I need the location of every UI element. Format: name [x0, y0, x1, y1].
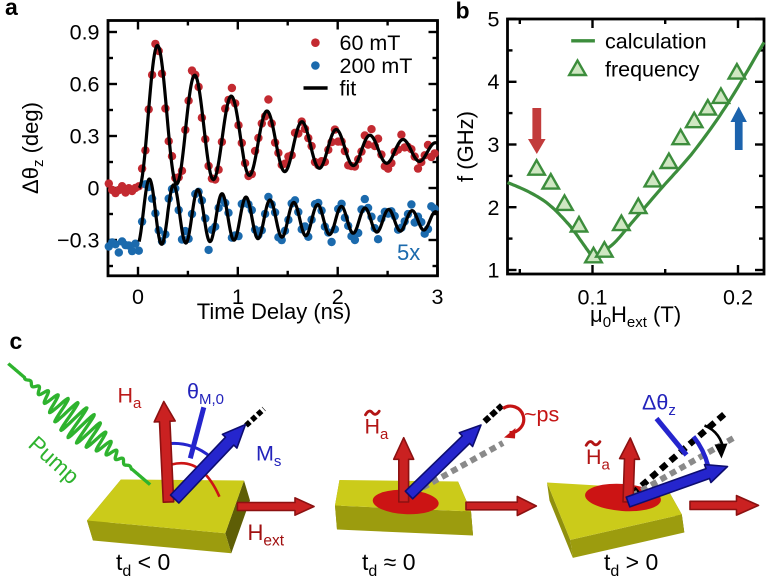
svg-text:0.6: 0.6	[70, 73, 100, 97]
svg-text:2: 2	[488, 196, 500, 220]
svg-text:Ms: Ms	[256, 442, 281, 471]
svg-text:calculation: calculation	[605, 29, 707, 53]
svg-text:td < 0: td < 0	[116, 549, 170, 577]
svg-text:5x: 5x	[397, 240, 420, 265]
svg-text:2: 2	[332, 285, 344, 309]
svg-text:0.3: 0.3	[70, 125, 100, 149]
svg-text:1: 1	[488, 259, 500, 283]
svg-text:0: 0	[88, 177, 100, 201]
svg-text:f (GHz): f (GHz)	[453, 111, 478, 182]
svg-text:4: 4	[488, 70, 500, 94]
svg-text:3: 3	[488, 133, 500, 157]
svg-text:0.9: 0.9	[70, 21, 100, 45]
svg-text:5: 5	[488, 8, 500, 32]
svg-text:0.1: 0.1	[578, 286, 608, 310]
svg-text:td > 0: td > 0	[604, 549, 658, 577]
svg-text:a: a	[5, 0, 18, 20]
svg-text:−0.3: −0.3	[57, 229, 99, 253]
svg-text:Ha: Ha	[118, 384, 143, 413]
svg-text:60 mT: 60 mT	[340, 31, 401, 55]
svg-text:Ha: Ha	[586, 445, 611, 474]
svg-text:b: b	[456, 0, 470, 24]
svg-text:~ps: ~ps	[524, 403, 559, 427]
svg-text:θM,0: θM,0	[187, 380, 224, 409]
svg-text:0: 0	[132, 285, 144, 309]
svg-text:Δθz (deg): Δθz (deg)	[18, 102, 47, 194]
svg-text:Ha: Ha	[365, 415, 390, 444]
svg-text:3: 3	[432, 285, 444, 309]
svg-text:td ≈ 0: td ≈ 0	[362, 549, 416, 577]
svg-text:frequency: frequency	[605, 58, 700, 82]
svg-text:Δθz: Δθz	[642, 391, 676, 420]
svg-text:0.2: 0.2	[723, 286, 753, 310]
svg-text:fit: fit	[340, 77, 357, 101]
svg-text:c: c	[10, 328, 23, 354]
svg-text:200 mT: 200 mT	[340, 54, 413, 78]
svg-text:Hext: Hext	[248, 520, 285, 550]
svg-text:1: 1	[232, 285, 244, 309]
svg-text:Pump: Pump	[24, 431, 84, 489]
svg-text:Time Delay (ns): Time Delay (ns)	[197, 299, 351, 324]
